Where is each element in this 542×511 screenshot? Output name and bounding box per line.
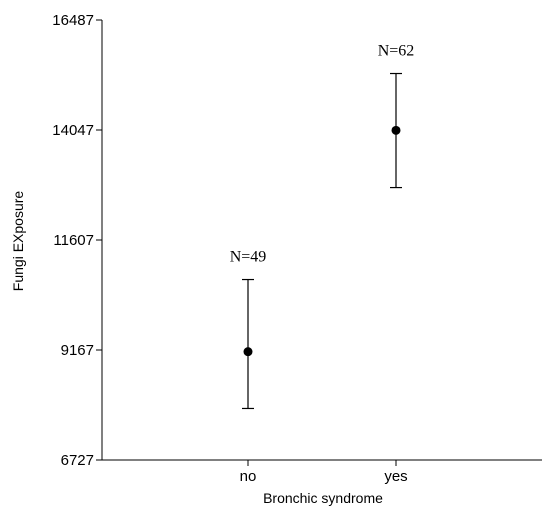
y-tick-label: 9167 [61,342,94,359]
n-label: N=49 [230,249,267,266]
n-label: N=62 [378,43,415,60]
y-tick-label: 16487 [52,12,94,29]
y-tick-label: 14047 [52,122,94,139]
y-tick-label: 11607 [53,232,94,249]
data-point [391,125,401,135]
x-axis-title: Bronchic syndrome [263,490,383,506]
y-axis-title: Fungi EXposure [10,191,26,292]
y-tick-label: 6727 [61,452,94,469]
x-tick-label: no [240,468,257,485]
x-tick-label: yes [384,468,407,485]
series: N=49 N=62 [230,43,415,410]
x-axis: no yes [102,459,542,485]
data-point [243,347,253,357]
y-axis: 6727 9167 11607 14047 16487 [52,12,103,469]
